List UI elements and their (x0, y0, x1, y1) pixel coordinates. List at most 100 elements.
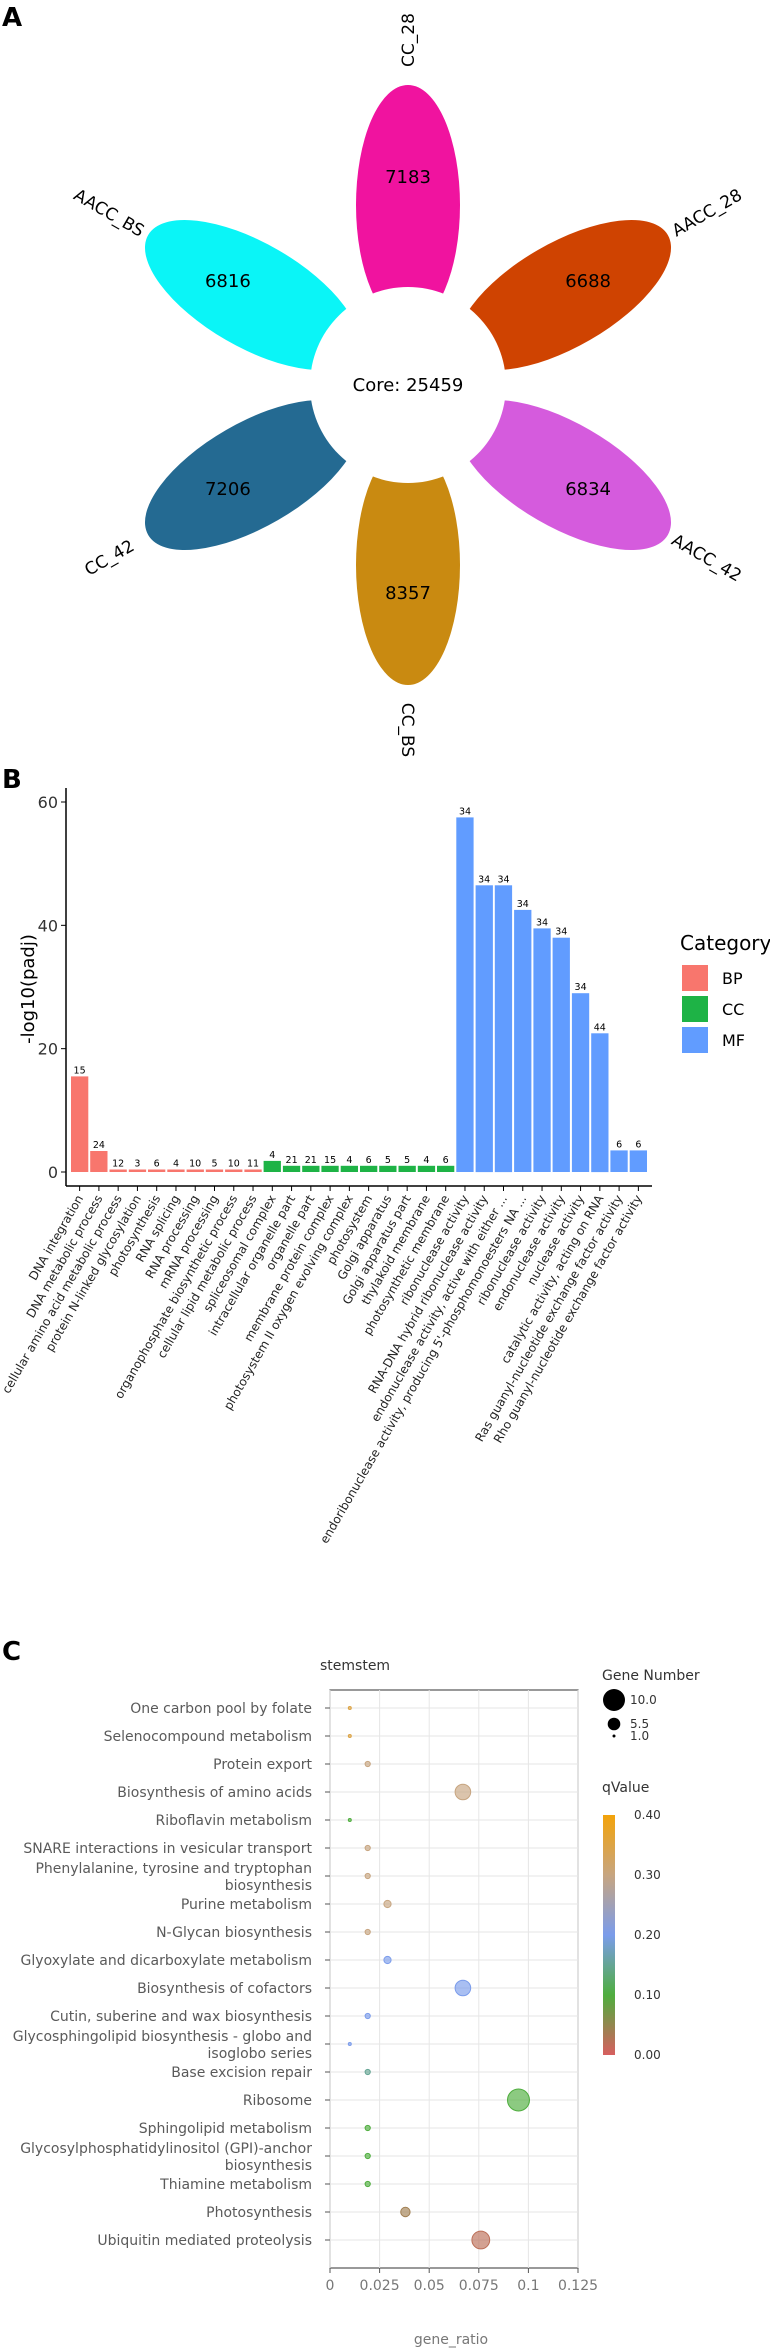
bar-4 (128, 1169, 147, 1172)
bar-1 (71, 1076, 89, 1172)
flower-petals (144, 85, 672, 685)
petal-value-cc-42: 7206 (205, 479, 251, 500)
bar-27 (571, 993, 590, 1172)
pathway-label-line: Base excision repair (171, 2065, 312, 2081)
pathway-label-line: One carbon pool by folate (130, 1701, 312, 1717)
dot-x-tick-label: 0.1 (517, 2278, 539, 2294)
dot-plot-x-axis-title: gene_ratio (414, 2332, 488, 2348)
size-legend-label: 1.0 (630, 1729, 649, 1743)
color-legend-label: 0.30 (634, 1868, 661, 1882)
size-legend-title: Gene Number (602, 1668, 700, 1684)
dot-ribosome (507, 2088, 530, 2112)
bar-value-label: 15 (324, 1155, 336, 1166)
bar-value-label: 34 (517, 899, 529, 910)
pathway-label-glyoxylate-and-dicarboxylate-metabolism: Glyoxylate and dicarboxylate metabolism (21, 1953, 312, 1969)
pathway-label-selenocompound-metabolism: Selenocompound metabolism (104, 1729, 312, 1745)
petal-value-cc-28: 7183 (385, 167, 431, 188)
color-legend-label: 0.10 (634, 1988, 661, 2002)
size-legend-dot (607, 1717, 621, 1731)
pathway-label-line: Riboflavin metabolism (156, 1813, 312, 1829)
pathway-label-line: Purine metabolism (181, 1897, 312, 1913)
dot-x-tick-label: 0.075 (459, 2278, 499, 2294)
dot-x-tick-label: 0 (326, 2278, 335, 2294)
pathway-label-line: Photosynthesis (206, 2205, 312, 2221)
bar-12 (282, 1165, 301, 1172)
petal-aacc-bs (144, 219, 360, 371)
dot-plot-title: stemstem (320, 1658, 390, 1674)
petal-value-cc-bs: 8357 (385, 583, 431, 604)
bar-5 (148, 1169, 166, 1172)
bar-value-label: 6 (154, 1159, 160, 1170)
size-legend-items: 10.0 5.51.0 (603, 1689, 657, 1743)
pathway-label-line: Glycosphingolipid biosynthesis - globo a… (13, 2029, 312, 2045)
bar-y-tick-label: 20 (38, 1040, 58, 1059)
pathway-label-line: Thiamine metabolism (159, 2177, 312, 2193)
bar-28 (591, 1033, 609, 1173)
qvalue-colorbar (603, 1815, 615, 2055)
dot-glyoxylate-and-dicarboxylate-metabolism (383, 1955, 392, 1965)
pathway-label-line: Glyoxylate and dicarboxylate metabolism (21, 1953, 312, 1969)
dot-base-excision-repair (364, 2068, 371, 2076)
dot-purine-metabolism (383, 1899, 392, 1909)
bar-value-label: 4 (269, 1150, 275, 1161)
dot-x-tick-label: 0.05 (414, 2278, 445, 2294)
pathway-label-protein-export: Protein export (213, 1757, 312, 1773)
bar-axes: 0 20 40 60 (38, 788, 652, 1187)
dot-plot-points (347, 1706, 530, 2250)
color-legend-label: 0.40 (634, 1808, 661, 1822)
bar-value-label: 21 (286, 1155, 298, 1166)
dot-plot-x-ticks: 0 0.025 0.05 0.075 0.1 0.125 (326, 2268, 598, 2294)
bar-15 (340, 1165, 358, 1172)
bar-legend: Category BP CC MF (680, 931, 770, 1053)
bar-value-label: 34 (536, 917, 548, 928)
bar-value-label: 34 (497, 874, 509, 885)
pathway-label-cutin-suberine-and-wax-biosynthesis: Cutin, suberine and wax biosynthesis (50, 2009, 312, 2025)
pathway-label-base-excision-repair: Base excision repair (171, 2065, 312, 2081)
dot-biosynthesis-of-amino-acids (454, 1783, 472, 1801)
petal-cc-28 (356, 85, 460, 325)
dot-thiamine-metabolism (364, 2180, 371, 2188)
bar-value-label: 44 (594, 1022, 606, 1033)
bar-value-label: 4 (423, 1155, 429, 1166)
dot-selenocompound-metabolism (347, 1734, 352, 1738)
bar-23 (494, 885, 513, 1173)
petal-value-aacc-42: 6834 (565, 479, 611, 500)
pathway-label-thiamine-metabolism: Thiamine metabolism (159, 2177, 312, 2193)
bar-29 (610, 1150, 628, 1172)
pathway-label-line: biosynthesis (225, 1878, 312, 1894)
legend-swatch-bp (682, 965, 708, 991)
flower-core-label: Core: 25459 (353, 375, 464, 396)
bar-9 (225, 1169, 243, 1172)
bar-14 (321, 1165, 339, 1172)
legend-label-mf: MF (722, 1031, 745, 1050)
bar-y-tick-label: 60 (38, 793, 58, 812)
panel-a-label: A (2, 3, 22, 33)
petal-cc-bs (356, 445, 460, 685)
pathway-label-ribosome: Ribosome (243, 2093, 312, 2109)
dot-plot-color-legend: qValue 0.40 0.30 0.20 0.10 0.00 (602, 1780, 661, 2062)
bar-value-label: 15 (74, 1065, 86, 1076)
pathway-label-one-carbon-pool-by-folate: One carbon pool by folate (130, 1701, 312, 1717)
bar-7 (186, 1169, 204, 1172)
pathway-label-glycosphingolipid-biosynthesis-globo-and-isoglobo-series: Glycosphingolipid biosynthesis - globo a… (13, 2029, 312, 2062)
bar-value-label: 10 (228, 1159, 240, 1170)
bar-6 (167, 1169, 185, 1172)
bar-value-label: 6 (443, 1155, 449, 1166)
bar-marks: 15 24 12 3 6 4 10 5 10 11 4 21 21 15 4 6 5 5 4 6 34 34 34 34 34 3… (71, 806, 647, 1173)
bar-value-label: 21 (305, 1155, 317, 1166)
dot-x-tick-label: 0.025 (360, 2278, 400, 2294)
panel-b-bar-chart: B 0 20 40 60 15 24 12 3 6 4 10 5 10 11 4 21 21 15 4 6 5 5 4 6 3… (0, 765, 770, 1546)
bar-value-label: 5 (404, 1155, 410, 1166)
bar-y-axis-title: -log10(padj) (18, 934, 39, 1044)
legend-swatch-cc (682, 996, 708, 1022)
bar-value-label: 5 (385, 1155, 391, 1166)
bar-20 (437, 1165, 455, 1172)
color-legend-label: 0.20 (634, 1928, 661, 1942)
pathway-label-biosynthesis-of-cofactors: Biosynthesis of cofactors (137, 1981, 312, 1997)
pathway-label-line: Selenocompound metabolism (104, 1729, 312, 1745)
pathway-label-line: Biosynthesis of cofactors (137, 1981, 312, 1997)
dot-ubiquitin-mediated-proteolysis (471, 2230, 491, 2250)
pathway-label-line: Sphingolipid metabolism (139, 2121, 312, 2137)
bar-18 (398, 1165, 416, 1172)
